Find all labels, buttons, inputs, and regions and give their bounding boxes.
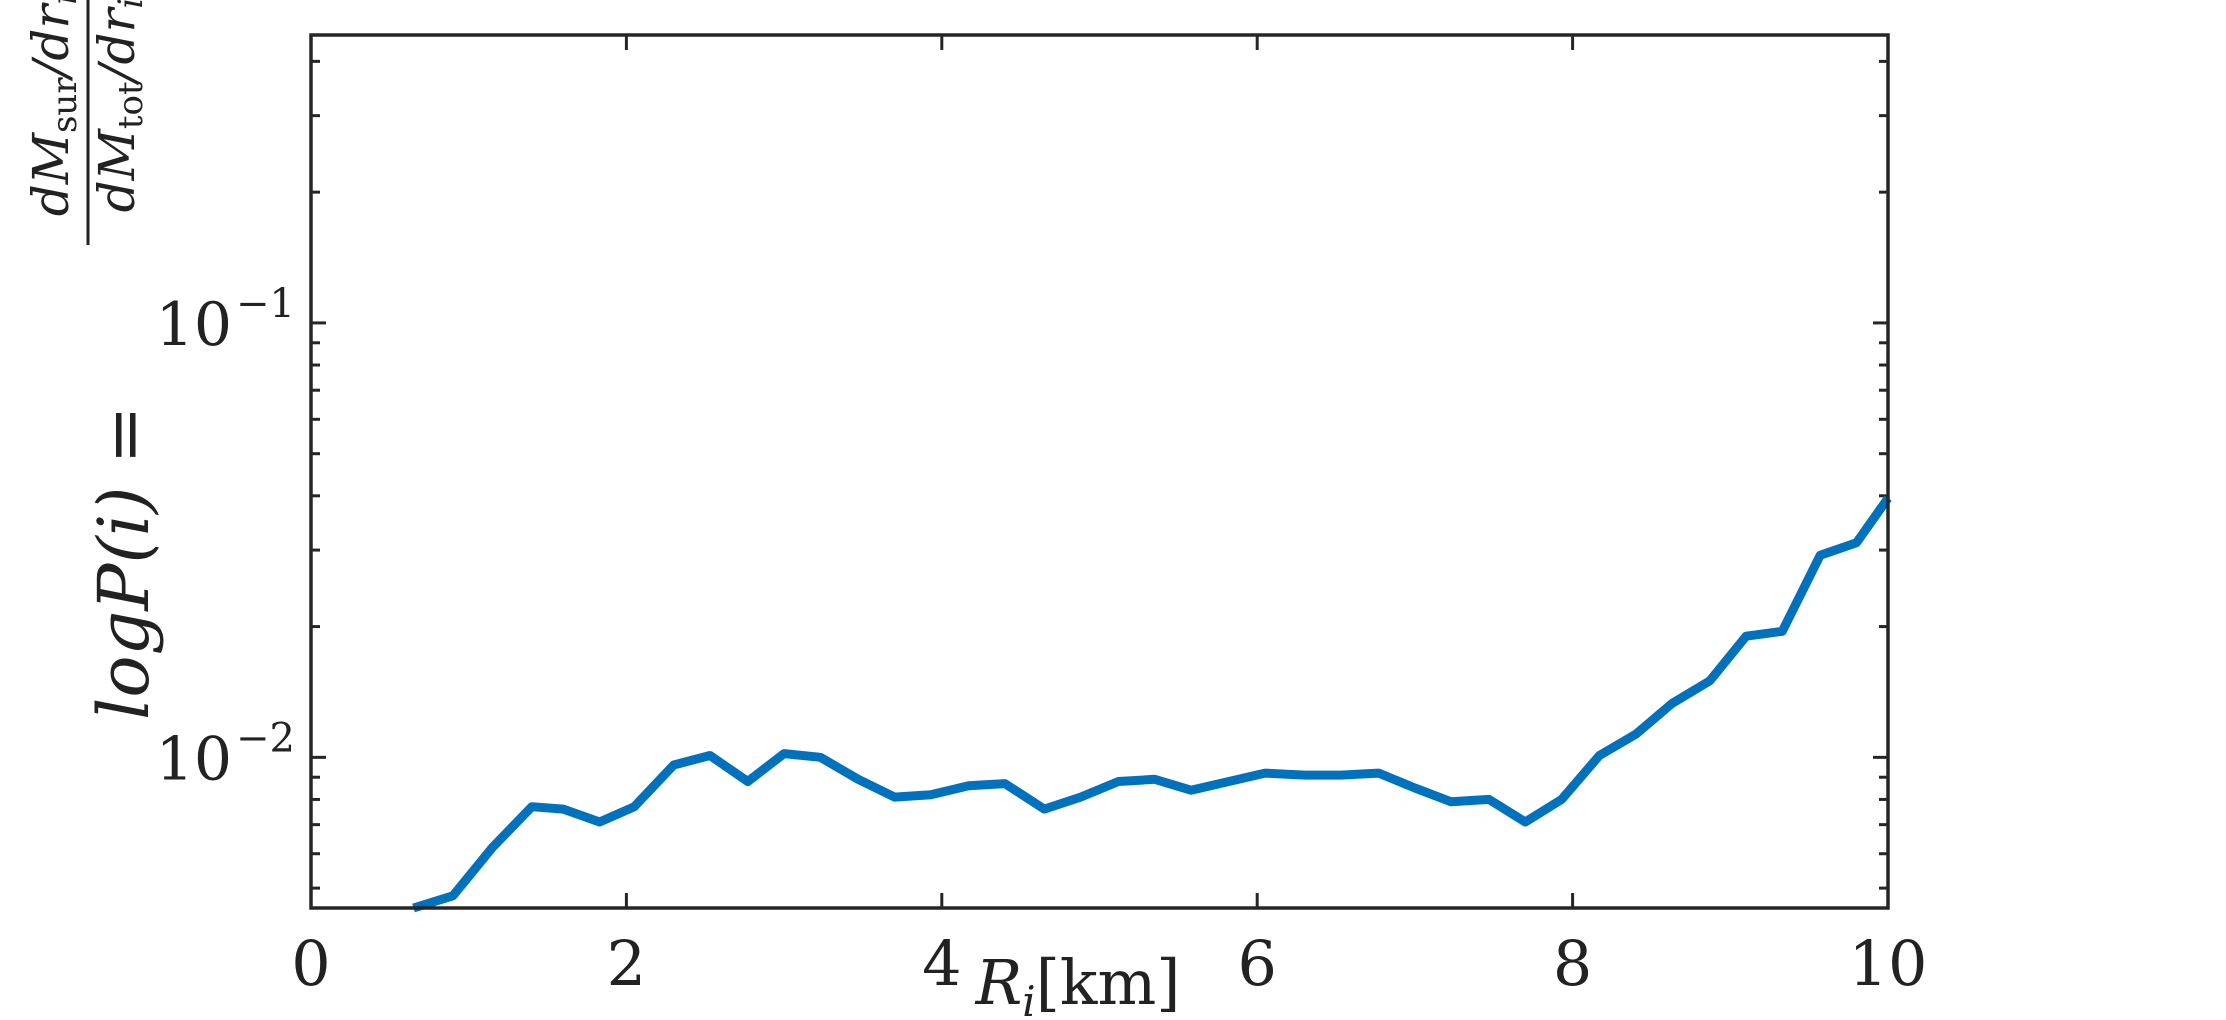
plot-frame	[309, 33, 1890, 910]
y-label-numerator-tail: /dr	[22, 2, 80, 82]
y-label-numerator: dM	[22, 131, 80, 216]
axis-ticks	[309, 35, 1890, 908]
y-tick-exponent: −2	[236, 715, 295, 761]
svg-text:Ri[km]: Ri[km]	[975, 946, 1181, 1020]
y-label-denominator-sub: tot	[111, 81, 151, 129]
series-line	[412, 495, 1892, 913]
y-tick-label: 10	[156, 290, 232, 360]
y-tick-label: 10	[156, 724, 232, 794]
y-label-numerator-tail-sub: i	[45, 0, 85, 5]
x-tick-label: 10	[1849, 927, 1928, 1000]
x-tick-label: 2	[607, 927, 646, 1000]
y-axis-label: logP(i) = dMsur/dri dMtot/dri	[22, 0, 165, 720]
x-axis-label: Ri[km]	[975, 946, 1181, 1020]
y-label-denominator-tail: /dr	[88, 5, 146, 85]
x-tick-label: 0	[291, 927, 330, 1000]
x-label-variable: R	[975, 946, 1023, 1019]
x-tick-label: 4	[922, 927, 961, 1000]
x-label-subscript: i	[1022, 977, 1035, 1020]
y-label-denominator-tail-sub: i	[111, 0, 151, 9]
x-tick-label: 8	[1553, 927, 1592, 1000]
y-label-lhs: logP(i) =	[83, 406, 165, 720]
y-tick-exponent: −1	[236, 281, 295, 327]
x-tick-label: 6	[1237, 927, 1276, 1000]
svg-text:dMsur/dri: dMsur/dri	[22, 0, 85, 216]
x-label-unit: [km]	[1036, 946, 1181, 1019]
svg-text:logP(i) =: logP(i) =	[83, 406, 165, 720]
y-tick-labels: 10−110−2	[156, 281, 295, 794]
y-label-denominator: dM	[88, 127, 146, 212]
x-tick-labels: 0 2 4 6 8 10	[291, 927, 1927, 1000]
y-label-numerator-sub: sur	[45, 77, 85, 133]
svg-text:dMtot/dri: dMtot/dri	[88, 0, 151, 212]
